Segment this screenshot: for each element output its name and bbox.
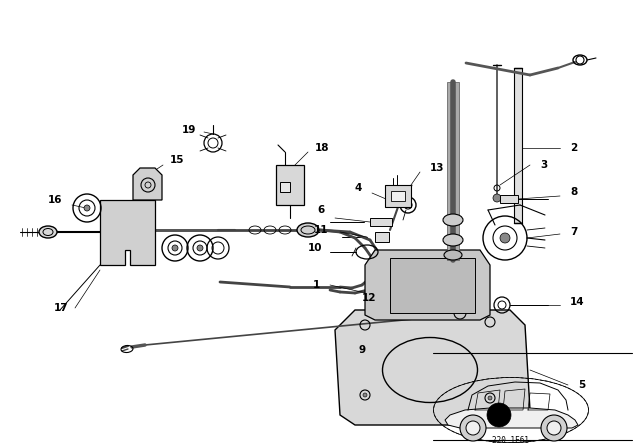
Polygon shape (365, 250, 490, 320)
Polygon shape (445, 408, 578, 428)
Text: 12: 12 (362, 293, 376, 303)
Polygon shape (100, 200, 155, 265)
Circle shape (84, 205, 90, 211)
Bar (276, 165, 304, 205)
Text: 14: 14 (570, 297, 584, 307)
Text: 220 1E61: 220 1E61 (493, 436, 529, 445)
Circle shape (500, 233, 510, 243)
Text: 3: 3 (540, 160, 547, 170)
Polygon shape (133, 168, 162, 200)
Circle shape (541, 415, 567, 441)
Polygon shape (335, 310, 530, 425)
Text: 4: 4 (355, 183, 362, 193)
Bar (370, 218, 392, 226)
Text: 18: 18 (315, 143, 330, 153)
Text: 15: 15 (170, 155, 184, 165)
Bar (514, 68, 522, 223)
Ellipse shape (443, 234, 463, 246)
Ellipse shape (444, 250, 462, 260)
Text: 8: 8 (570, 187, 577, 197)
Bar (280, 182, 290, 192)
Text: 1: 1 (313, 280, 320, 290)
Circle shape (488, 396, 492, 400)
Text: 13: 13 (430, 163, 445, 173)
Bar (375, 232, 389, 242)
Text: 10: 10 (307, 243, 322, 253)
Circle shape (172, 245, 178, 251)
Bar (447, 82, 459, 260)
Text: 7: 7 (570, 227, 577, 237)
Circle shape (460, 415, 486, 441)
Circle shape (197, 245, 203, 251)
Text: 17: 17 (53, 303, 68, 313)
Text: 16: 16 (47, 195, 62, 205)
Circle shape (547, 421, 561, 435)
Ellipse shape (39, 226, 57, 238)
Text: 6: 6 (317, 205, 325, 215)
Text: 11: 11 (314, 225, 328, 235)
Bar (500, 195, 518, 203)
Text: 9: 9 (358, 345, 365, 355)
Circle shape (493, 194, 501, 202)
Text: 5: 5 (578, 380, 585, 390)
Bar (390, 258, 475, 313)
Circle shape (363, 393, 367, 397)
Bar (385, 185, 411, 207)
Ellipse shape (443, 214, 463, 226)
Text: 2: 2 (570, 143, 577, 153)
Bar (391, 191, 405, 201)
Ellipse shape (297, 223, 319, 237)
Circle shape (487, 403, 511, 427)
Text: 19: 19 (182, 125, 196, 135)
Circle shape (466, 421, 480, 435)
